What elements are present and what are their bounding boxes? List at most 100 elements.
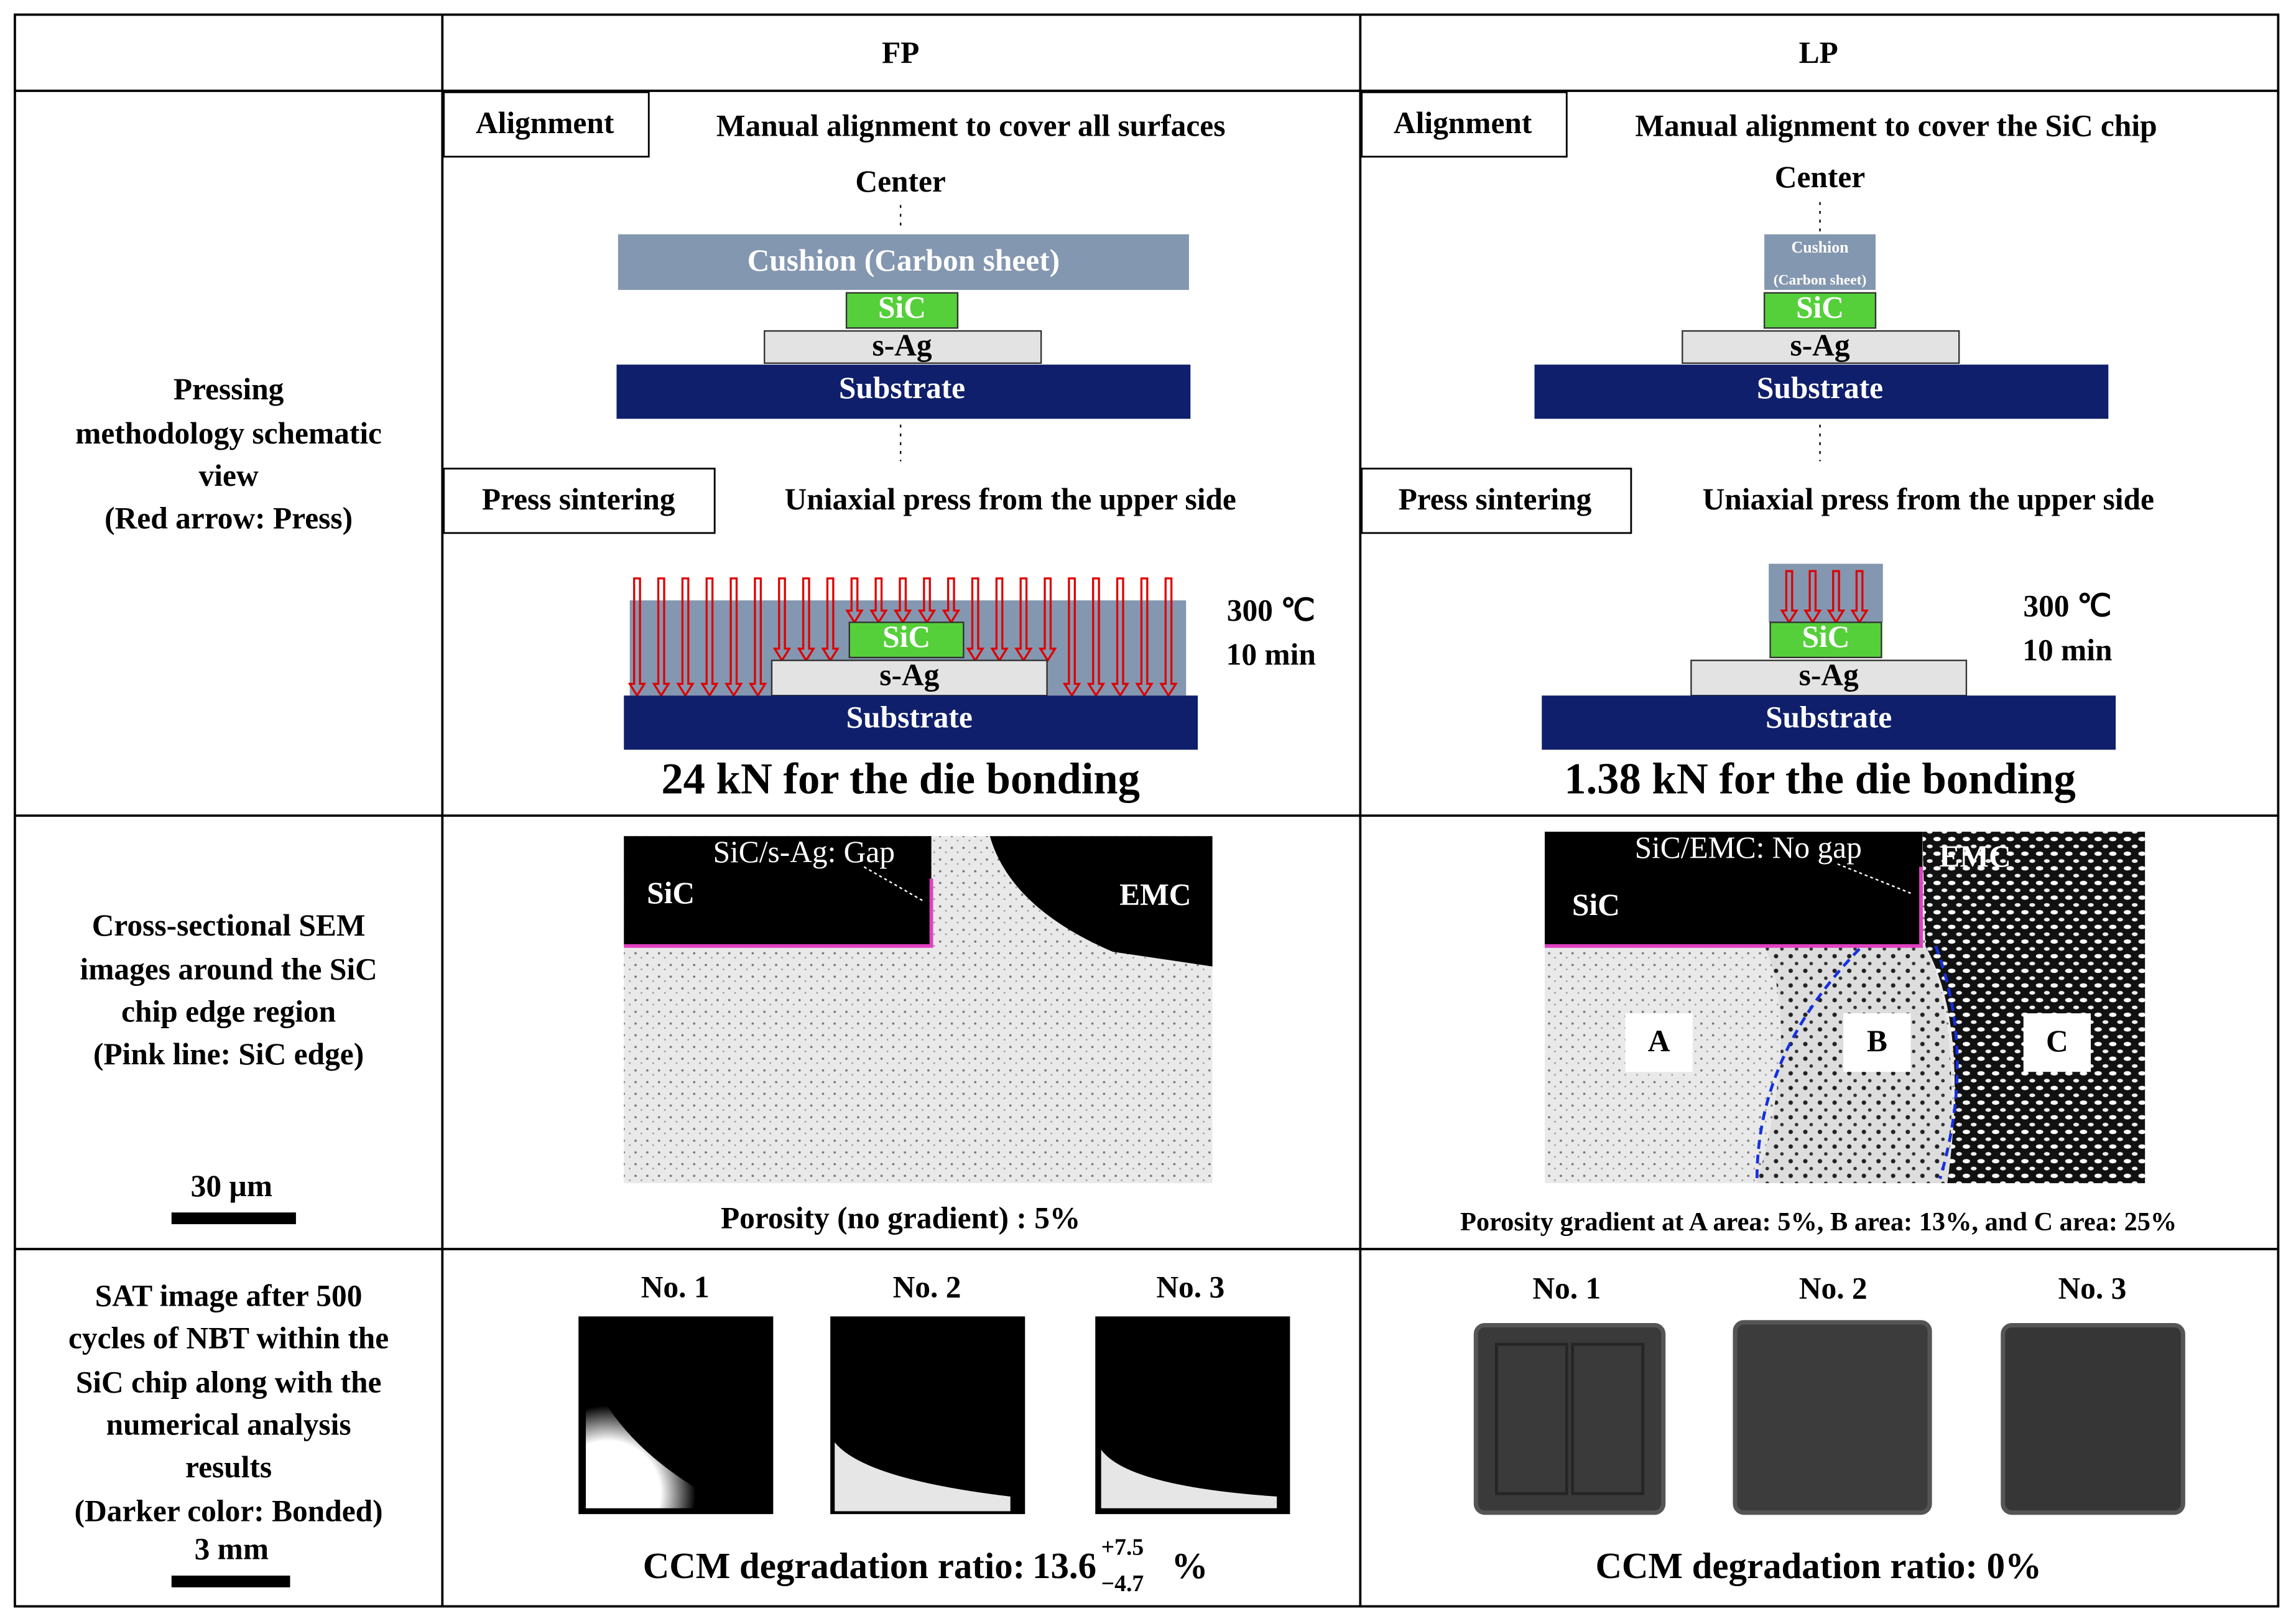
- press-arrow: [1062, 577, 1081, 698]
- sem-annotation: SiC/EMC: No gap: [1635, 830, 1862, 865]
- delamination: [1101, 1449, 1277, 1508]
- sat-detail: [1571, 1342, 1645, 1495]
- sample-label: No. 1: [641, 1270, 710, 1304]
- press-arrow: [797, 577, 816, 662]
- ratio-plus: +7.5: [1101, 1534, 1144, 1560]
- press-arrow: [748, 577, 767, 698]
- press-arrow: [893, 577, 912, 625]
- substrate: [1534, 365, 2109, 419]
- sample-label: No. 3: [2058, 1271, 2126, 1306]
- press-arrows: [627, 577, 1178, 698]
- ratio-minus: −4.7: [1101, 1571, 1144, 1597]
- description: Manual alignment to cover the SiC chip: [1635, 109, 2157, 143]
- row-label: chip edge region: [121, 995, 336, 1029]
- label-box: [1361, 467, 1632, 534]
- description: Uniaxial press from the upper side: [1703, 482, 2154, 516]
- sag-label: s-Ag: [872, 328, 932, 363]
- annotation-arrow: [1837, 863, 1911, 894]
- label: Alignment: [1394, 106, 1532, 140]
- press-arrow: [1086, 577, 1106, 698]
- row-label: methodology schematic: [75, 416, 382, 450]
- force: 24 kN for the die bonding: [661, 755, 1140, 804]
- substrate: [1542, 695, 2116, 750]
- press-arrow: [990, 577, 1009, 662]
- sat-image: [2001, 1322, 2185, 1515]
- delamination: [835, 1442, 1011, 1512]
- press-arrows: [1780, 570, 1869, 625]
- row-label: SiC chip along with the: [76, 1365, 382, 1399]
- center-label: Center: [855, 164, 945, 198]
- scale-label: 30 µm: [191, 1169, 272, 1203]
- cushion: [1769, 564, 1883, 623]
- ratio-label: CCM degradation ratio:: [643, 1546, 1025, 1586]
- cushion: [1764, 234, 1876, 290]
- press-arrow: [845, 577, 864, 625]
- row-label: (Red arrow: Press): [104, 501, 353, 535]
- label-box: [443, 91, 650, 158]
- description: Uniaxial press from the upper side: [785, 482, 1236, 516]
- substrate-label: Substrate: [1766, 700, 1892, 735]
- sample-label: No. 1: [1532, 1271, 1601, 1306]
- press-arrow: [676, 577, 695, 698]
- sic-edge: [1544, 866, 1923, 948]
- sic: [1769, 621, 1882, 659]
- substrate-label: Substrate: [1757, 371, 1883, 405]
- row-label: SAT image after 500: [95, 1278, 363, 1312]
- time: 10 min: [1226, 637, 1316, 671]
- region-c: [1922, 832, 2146, 1184]
- header: FP: [882, 35, 919, 70]
- press-arrow: [1850, 570, 1869, 625]
- description: Manual alignment to cover all surfaces: [716, 109, 1226, 143]
- label: Press sintering: [482, 482, 675, 516]
- row-label: cycles of NBT within the: [68, 1321, 389, 1355]
- press-arrow: [917, 577, 937, 625]
- row-label: numerical analysis: [106, 1408, 351, 1442]
- label: Press sintering: [1399, 482, 1592, 516]
- scale-bar: [171, 1212, 296, 1225]
- sic-region: [1544, 832, 1923, 946]
- area-label: B: [1867, 1024, 1887, 1058]
- header: LP: [1799, 35, 1838, 70]
- caption: Porosity (no gradient) : 5%: [721, 1201, 1080, 1235]
- press-arrow: [869, 577, 888, 625]
- force: 1.38 kN for the die bonding: [1564, 755, 2076, 804]
- press-arrow: [1135, 577, 1154, 698]
- caption: Porosity gradient at A area: 5%, B area:…: [1460, 1207, 2177, 1237]
- substrate: [616, 365, 1191, 419]
- substrate: [624, 695, 1198, 750]
- sic-label: SiC: [1802, 620, 1849, 654]
- press-arrow: [724, 577, 743, 698]
- sag-label: s-Ag: [1790, 328, 1849, 363]
- press-arrow: [1803, 570, 1822, 625]
- cushion: [618, 234, 1189, 290]
- sag-label: s-Ag: [1799, 657, 1859, 692]
- sem-label: EMC: [1939, 839, 2011, 873]
- cushion-label: Cushion: [1792, 238, 1849, 256]
- sic: [848, 621, 965, 659]
- area-label: A: [1648, 1024, 1670, 1058]
- press-arrow: [772, 577, 792, 662]
- label: Alignment: [476, 106, 614, 140]
- ratio-value: 13.6: [1032, 1546, 1096, 1586]
- area-box: [2023, 1013, 2091, 1072]
- substrate-label: Substrate: [839, 371, 965, 405]
- row-label: view: [199, 458, 259, 493]
- sem-label: SiC: [647, 876, 695, 910]
- sample-label: No. 2: [893, 1270, 961, 1304]
- sag: [764, 330, 1042, 364]
- press-arrow: [627, 577, 647, 698]
- sic-label: SiC: [878, 290, 926, 324]
- sic-edge: [624, 878, 933, 948]
- press-arrow: [1014, 577, 1033, 662]
- cushion-label: (Carbon sheet): [1774, 272, 1867, 288]
- sag-label: s-Ag: [879, 657, 939, 692]
- sample-label: No. 2: [1799, 1271, 1868, 1306]
- sem-annotation: SiC/s-Ag: Gap: [713, 835, 895, 869]
- row-label: (Pink line: SiC edge): [93, 1037, 364, 1071]
- row-label: images around the SiC: [80, 952, 377, 986]
- boundary: [1934, 945, 1959, 1179]
- sag: [771, 659, 1048, 697]
- row-label: Pressing: [174, 372, 284, 406]
